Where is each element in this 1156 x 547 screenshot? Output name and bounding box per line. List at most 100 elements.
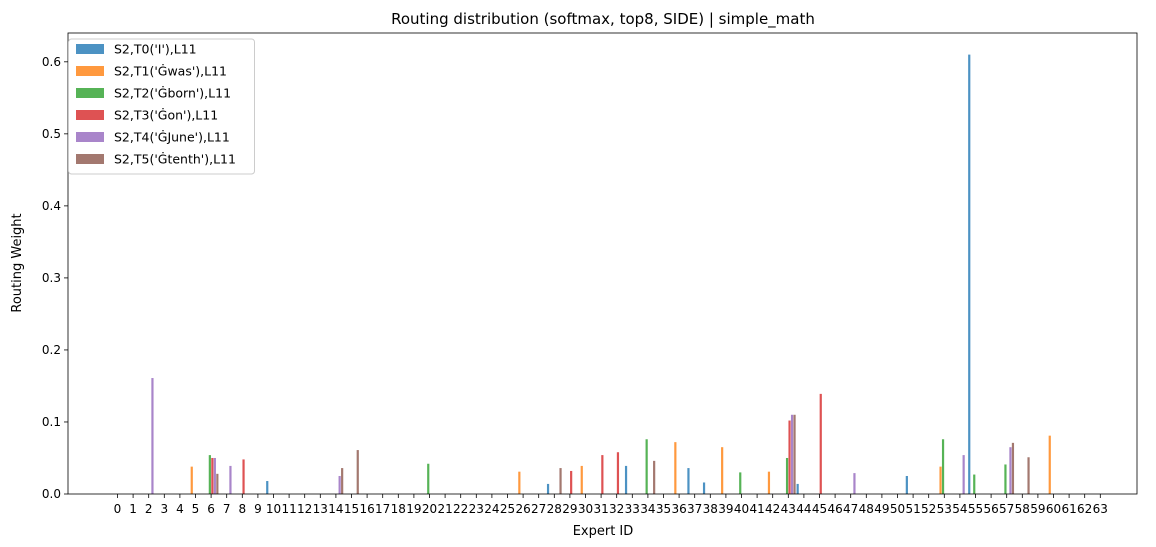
x-tick-label: 13 (313, 502, 328, 516)
x-tick-label: 12 (297, 502, 312, 516)
bar-series1-expert5 (190, 466, 193, 494)
legend-label-0: S2,T0('I'),L11 (114, 42, 197, 57)
bar-series5-expert6 (216, 473, 219, 494)
x-tick-label: 54 (952, 502, 967, 516)
x-tick-label: 30 (578, 502, 593, 516)
x-tick-label: 46 (827, 502, 842, 516)
bar-series4-expert14 (338, 475, 341, 494)
x-tick-label: 56 (983, 502, 998, 516)
y-tick-label: 0.6 (42, 55, 61, 69)
bar-series4-expert2 (151, 378, 154, 494)
x-tick-label: 61 (1061, 502, 1076, 516)
x-tick-label: 39 (718, 502, 733, 516)
x-tick-label: 34 (640, 502, 655, 516)
bar-series5-expert14 (341, 468, 344, 494)
legend-label-2: S2,T2('Ġborn'),L11 (114, 85, 231, 101)
bar-series5-expert15 (356, 450, 359, 494)
x-tick-label: 17 (375, 502, 390, 516)
axes-layer (67, 32, 1138, 495)
bar-series0-expert44 (796, 483, 799, 494)
legend-label-5: S2,T5('Ġtenth'),L11 (114, 151, 236, 167)
x-axis-title: Expert ID (573, 524, 634, 539)
x-tick-label: 4 (176, 502, 184, 516)
bar-series3-expert8 (242, 459, 245, 494)
bar-series3-expert29 (570, 470, 573, 494)
bar-series4-expert54 (962, 455, 965, 494)
bar-series4-expert7 (229, 465, 232, 494)
bar-series3-expert31 (601, 455, 604, 494)
x-tick-label: 10 (266, 502, 281, 516)
legend-frame (68, 38, 255, 175)
bar-series4-expert6 (213, 457, 216, 494)
x-tick-label: 28 (547, 502, 562, 516)
bar-series4-expert57 (1009, 447, 1012, 494)
legend: S2,T0('I'),L11 S2,T1('Ġwas'),L11 S2,T2('Ġb… (68, 38, 255, 175)
bar-series2-expert34 (645, 439, 648, 494)
x-tick-label: 38 (703, 502, 718, 516)
bar-series3-expert6 (211, 457, 214, 494)
bar-series5-expert43 (793, 414, 796, 494)
x-tick-label: 0 (114, 502, 122, 516)
x-tick-label: 23 (469, 502, 484, 516)
x-tick-label: 6 (207, 502, 215, 516)
bar-series5-expert28 (559, 468, 562, 494)
bar-series2-expert6 (208, 455, 211, 494)
x-tick-label: 37 (687, 502, 702, 516)
x-tick-label: 60 (1046, 502, 1061, 516)
x-tick-label: 63 (1093, 502, 1108, 516)
x-tick-label: 1 (129, 502, 137, 516)
x-tick-label: 2 (145, 502, 153, 516)
legend-label-3: S2,T3('Ġon'),L11 (114, 107, 218, 123)
legend-swatch-0 (76, 44, 104, 54)
x-tick-label: 8 (238, 502, 246, 516)
x-tick-label: 41 (749, 502, 764, 516)
x-tick-label: 42 (765, 502, 780, 516)
x-tick-label: 31 (593, 502, 608, 516)
x-tick-label: 5 (192, 502, 200, 516)
y-tick-label: 0.0 (42, 487, 61, 501)
bar-series2-expert57 (1004, 464, 1007, 494)
y-tick-label: 0.4 (42, 199, 61, 213)
x-tick-label: 32 (609, 502, 624, 516)
bar-series4-expert47 (853, 473, 856, 494)
x-tick-label: 40 (734, 502, 749, 516)
bar-series1-expert26 (518, 471, 521, 494)
x-tick-label: 45 (812, 502, 827, 516)
legend-swatch-4 (76, 132, 104, 142)
x-tick-label: 29 (562, 502, 577, 516)
x-tick-label: 26 (515, 502, 530, 516)
x-tick-label: 9 (254, 502, 262, 516)
x-tick-label: 52 (921, 502, 936, 516)
x-tick-label: 50 (890, 502, 905, 516)
x-tick-label: 21 (437, 502, 452, 516)
x-tick-label: 16 (359, 502, 374, 516)
bar-series0-expert28 (546, 483, 550, 494)
x-tick-label: 19 (406, 502, 421, 516)
x-tick-label: 14 (328, 502, 343, 516)
legend-swatch-3 (76, 110, 104, 120)
y-ticks: 0.0 0.1 0.2 0.3 0.4 0.5 0.6 (42, 55, 68, 501)
bar-series5-expert34 (653, 460, 656, 494)
x-tick-label: 18 (391, 502, 406, 516)
bar-series4-expert43 (790, 414, 794, 494)
x-tick-label: 58 (1015, 502, 1030, 516)
legend-label-4: S2,T4('ĠJune'),L11 (114, 129, 230, 145)
chart-title: Routing distribution (softmax, top8, SID… (391, 10, 815, 29)
bar-series2-expert43 (785, 457, 789, 494)
legend-swatch-2 (76, 88, 104, 98)
x-tick-label: 3 (160, 502, 168, 516)
x-tick-label: 62 (1077, 502, 1092, 516)
x-tick-label: 33 (625, 502, 640, 516)
x-tick-label: 25 (500, 502, 515, 516)
x-tick-label: 57 (999, 502, 1014, 516)
x-ticks: 0 1 2 3 4 5 6 7 8 9 10 11 12 13 14 15 16 17 18 19 20 21 22 23 24… (114, 494, 1108, 516)
bar-series2-expert53 (941, 439, 945, 494)
bar-series1-expert53 (939, 466, 942, 494)
legend-swatch-1 (76, 66, 104, 76)
legend-label-1: S2,T1('Ġwas'),L11 (114, 63, 227, 79)
bar-series1-expert60 (1048, 435, 1051, 494)
y-tick-label: 0.3 (42, 271, 61, 285)
bar-series0-expert33 (624, 465, 628, 494)
x-tick-label: 35 (656, 502, 671, 516)
x-tick-label: 47 (843, 502, 858, 516)
